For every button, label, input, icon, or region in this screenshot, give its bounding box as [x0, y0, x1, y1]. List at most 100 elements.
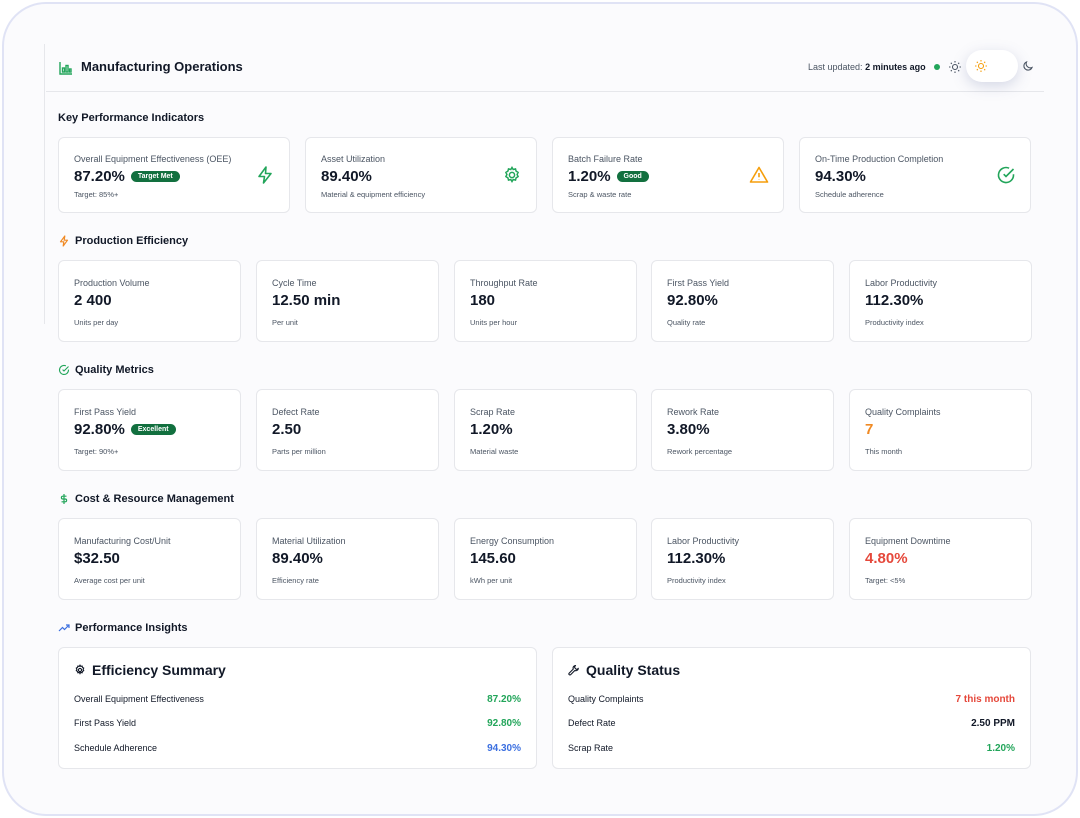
metric-value: 180: [470, 292, 496, 309]
insight-row: First Pass Yield 92.80%: [74, 718, 521, 732]
metric-card-throughput[interactable]: Throughput Rate 180 Units per hour: [454, 260, 637, 342]
insight-value: 92.80%: [487, 718, 521, 729]
metric-card-first-pass-yield[interactable]: First Pass Yield 92.80% Quality rate: [651, 260, 834, 342]
metric-card-energy-consumption[interactable]: Energy Consumption 145.60 kWh per unit: [454, 518, 637, 600]
last-updated-label: Last updated:: [808, 62, 863, 72]
metric-card-labor-productivity-cost[interactable]: Labor Productivity 112.30% Productivity …: [651, 518, 834, 600]
metric-sub: Target: 90%+: [74, 447, 119, 456]
insight-value: 7 this month: [955, 694, 1015, 705]
kpi-sub: Target: 85%+: [74, 190, 119, 199]
status-badge: Target Met: [130, 171, 180, 182]
metric-value: 4.80%: [865, 550, 908, 567]
metric-label: Quality Complaints: [865, 407, 941, 417]
metric-label: Production Volume: [74, 278, 150, 288]
metric-card-cost-per-unit[interactable]: Manufacturing Cost/Unit $32.50 Average c…: [58, 518, 241, 600]
production-section-title-text: Production Efficiency: [75, 235, 189, 247]
theme-toggle[interactable]: [966, 50, 1018, 82]
sun-toggle-icon: [975, 60, 987, 72]
sun-icon[interactable]: [948, 60, 962, 74]
live-status-dot: [934, 64, 940, 70]
insight-row: Schedule Adherence 94.30%: [74, 743, 521, 757]
metric-label: Labor Productivity: [667, 536, 740, 546]
metric-label: Material Utilization: [272, 536, 346, 546]
metric-label: Labor Productivity: [865, 278, 938, 288]
metric-card-production-volume[interactable]: Production Volume 2 400 Units per day: [58, 260, 241, 342]
metric-card-first-pass-yield-quality[interactable]: First Pass Yield 92.80% Excellent Target:…: [58, 389, 241, 471]
metric-sub: Material waste: [470, 447, 519, 456]
metric-sub: Rework percentage: [667, 447, 733, 456]
metric-sub: This month: [865, 447, 903, 456]
metric-label: Defect Rate: [272, 407, 320, 417]
cost-section-title: Cost & Resource Management: [58, 493, 234, 505]
kpi-label: Asset Utilization: [321, 154, 386, 164]
insight-label: First Pass Yield: [74, 718, 137, 728]
dollar-icon: [60, 494, 68, 504]
kpi-card-asset-utilization[interactable]: Asset Utilization 89.40% Material & equi…: [305, 137, 537, 213]
metric-sub: kWh per unit: [470, 576, 513, 585]
metric-value: $32.50: [74, 550, 120, 567]
efficiency-summary-title-text: Efficiency Summary: [92, 662, 226, 678]
insight-value: 87.20%: [487, 694, 521, 705]
metric-value: 92.80%: [667, 292, 718, 309]
insight-label: Quality Complaints: [568, 694, 644, 704]
metric-value: 12.50 min: [272, 292, 341, 309]
kpi-value: 1.20%: [568, 168, 611, 185]
metric-value-row: 92.80% Excellent: [74, 421, 176, 438]
metric-card-defect-rate[interactable]: Defect Rate 2.50 Parts per million: [256, 389, 439, 471]
metric-sub: Units per hour: [470, 318, 518, 327]
metric-card-labor-productivity[interactable]: Labor Productivity 112.30% Productivity …: [849, 260, 1032, 342]
kpi-value-row: 1.20% Good: [568, 168, 649, 185]
metric-value: 145.60: [470, 550, 516, 567]
check-circle-icon: [997, 166, 1015, 184]
cost-section-title-text: Cost & Resource Management: [75, 493, 234, 505]
metric-card-material-utilization[interactable]: Material Utilization 89.40% Efficiency r…: [256, 518, 439, 600]
insight-row: Scrap Rate 1.20%: [568, 743, 1015, 757]
metric-value: 2.50: [272, 421, 302, 438]
kpi-section-title-text: Key Performance Indicators: [58, 112, 205, 124]
insight-label: Defect Rate: [568, 718, 616, 728]
insights-section-title-text: Performance Insights: [75, 622, 188, 634]
kpi-card-on-time[interactable]: On-Time Production Completion 94.30% Sch…: [799, 137, 1031, 213]
metric-value: 3.80%: [667, 421, 710, 438]
lightning-icon: [258, 166, 272, 184]
metric-sub: Productivity index: [667, 576, 726, 585]
metric-label: Energy Consumption: [470, 536, 555, 546]
metric-value: 92.80%: [74, 421, 125, 438]
quality-section-title: Quality Metrics: [58, 364, 154, 376]
metric-sub: Target: <5%: [865, 576, 906, 585]
metric-value: 7: [865, 421, 874, 438]
status-badge: Excellent: [130, 424, 176, 435]
kpi-value: 89.40%: [321, 168, 372, 185]
metric-label: First Pass Yield: [667, 278, 730, 288]
metric-card-scrap-rate[interactable]: Scrap Rate 1.20% Material waste: [454, 389, 637, 471]
kpi-card-oee[interactable]: Overall Equipment Effectiveness (OEE) 87…: [58, 137, 290, 213]
kpi-label: Batch Failure Rate: [568, 154, 643, 164]
metric-card-rework-rate[interactable]: Rework Rate 3.80% Rework percentage: [651, 389, 834, 471]
kpi-card-batch-failure[interactable]: Batch Failure Rate 1.20% Good Scrap & was…: [552, 137, 784, 213]
moon-icon[interactable]: [1022, 60, 1034, 72]
metric-label: Cycle Time: [272, 278, 317, 288]
kpi-value-row: 87.20% Target Met: [74, 168, 180, 185]
metric-card-cycle-time[interactable]: Cycle Time 12.50 min Per unit: [256, 260, 439, 342]
insight-row: Overall Equipment Effectiveness 87.20%: [74, 694, 521, 708]
insights-section-title: Performance Insights: [58, 622, 187, 634]
metric-value: 2 400: [74, 292, 112, 309]
metric-card-equipment-downtime[interactable]: Equipment Downtime 4.80% Target: <5%: [849, 518, 1032, 600]
warning-icon: [749, 166, 769, 183]
insight-label: Overall Equipment Effectiveness: [74, 694, 204, 704]
metric-sub: Quality rate: [667, 318, 706, 327]
insight-row: Defect Rate 2.50 PPM: [568, 718, 1015, 732]
metric-label: Rework Rate: [667, 407, 720, 417]
production-section-title: Production Efficiency: [58, 235, 188, 247]
metric-value: 112.30%: [667, 550, 726, 567]
insight-value: 1.20%: [986, 743, 1015, 754]
kpi-sub: Scrap & waste rate: [568, 190, 632, 199]
status-badge: Good: [616, 171, 649, 182]
kpi-label: Overall Equipment Effectiveness (OEE): [74, 154, 232, 164]
insight-value: 94.30%: [487, 743, 521, 754]
insight-row: Quality Complaints 7 this month: [568, 694, 1015, 708]
factory-chart-icon: [59, 62, 72, 75]
metric-label: Throughput Rate: [470, 278, 538, 288]
metric-card-quality-complaints[interactable]: Quality Complaints 7 This month: [849, 389, 1032, 471]
metric-sub: Efficiency rate: [272, 576, 319, 585]
